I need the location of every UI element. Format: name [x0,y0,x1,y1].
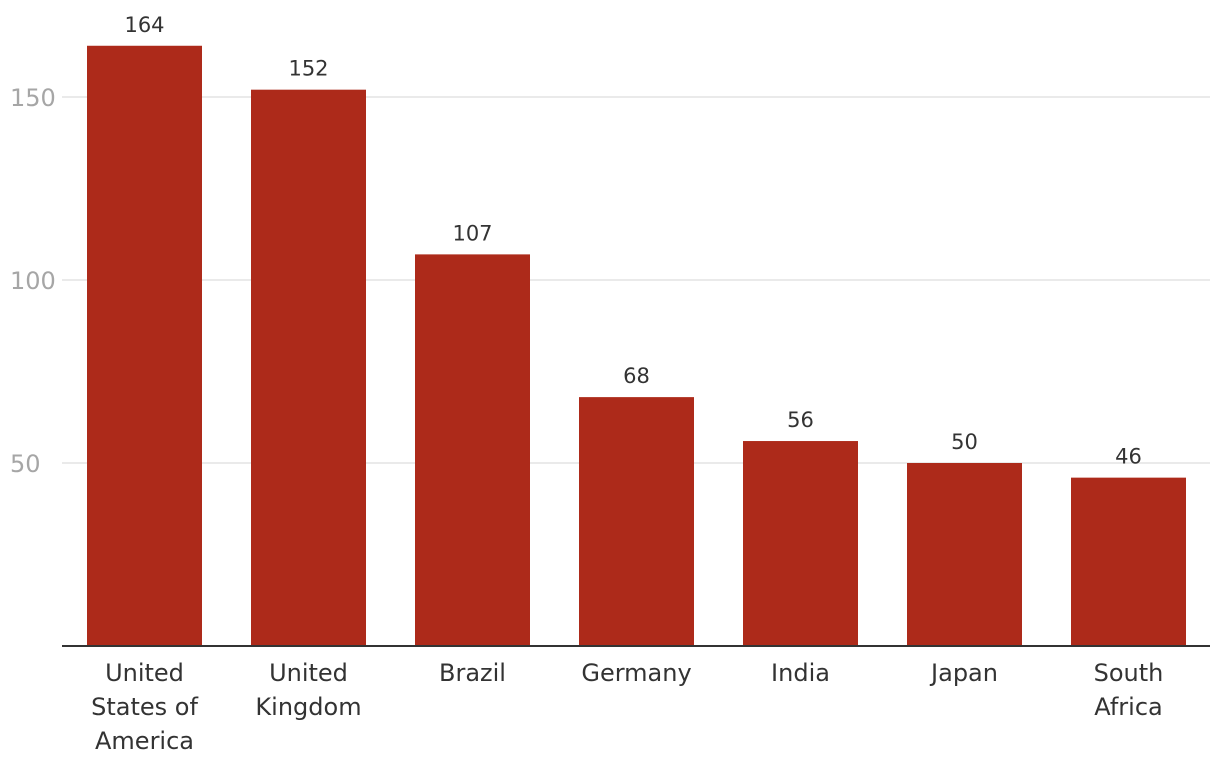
x-tick-label: United Kingdom [255,659,361,721]
x-tick-label: Japan [929,659,998,687]
x-tick-label: Brazil [439,659,506,687]
bar-value-label: 56 [787,408,814,432]
x-tick-label-line: Kingdom [255,693,361,721]
bar [251,89,366,647]
y-tick-label: 50 [10,450,41,478]
x-tick-label-line: Germany [581,659,691,687]
x-tick-label-line: Japan [929,659,998,687]
x-tick-label: United States of America [91,659,198,755]
y-axis-tick-labels: 50 100 150 [10,84,56,478]
bars [87,45,1186,647]
x-tick-label-line: America [95,727,194,755]
bar-value-label: 164 [124,13,164,37]
bar [1071,477,1186,646]
bar-value-label: 107 [452,221,492,245]
x-axis-tick-labels: United States of America United Kingdom Brazi… [91,659,1163,755]
bar-value-label: 152 [288,57,328,81]
bar [87,45,202,646]
x-tick-label-line: South [1094,659,1164,687]
y-tick-label: 100 [10,267,56,295]
bar [743,441,858,646]
x-tick-label-line: States of [91,693,198,721]
x-tick-label: Germany [581,659,691,687]
x-tick-label: South Africa [1094,659,1164,721]
bar [579,397,694,646]
y-tick-label: 150 [10,84,56,112]
value-labels: 164 152 107 68 56 50 46 [124,13,1141,469]
x-tick-label-line: Africa [1094,693,1162,721]
x-tick-label-line: Brazil [439,659,506,687]
x-tick-label-line: United [269,659,348,687]
x-tick-label-line: United [105,659,184,687]
x-tick-label: India [771,659,830,687]
bar-value-label: 46 [1115,445,1142,469]
x-tick-label-line: India [771,659,830,687]
bar [907,463,1022,646]
bar-value-label: 68 [623,364,650,388]
bar [415,254,530,646]
bar-value-label: 50 [951,430,978,454]
